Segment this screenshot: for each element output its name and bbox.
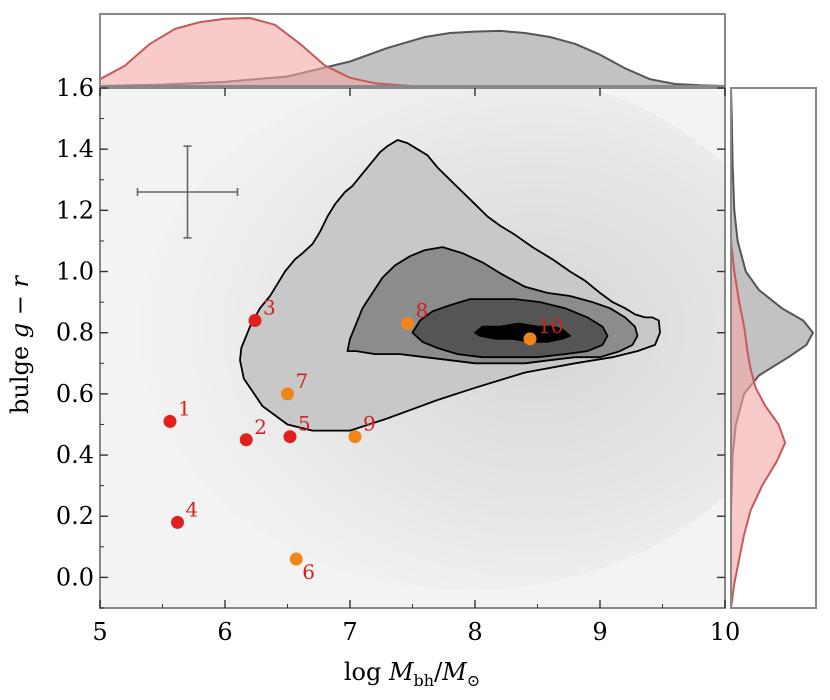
x-tick-label: 7 bbox=[342, 618, 357, 646]
data-point-4 bbox=[171, 515, 184, 529]
data-point-label-3: 3 bbox=[263, 295, 276, 319]
data-point-label-1: 1 bbox=[178, 396, 191, 420]
data-point-label-2: 2 bbox=[254, 415, 267, 439]
right-kde-red bbox=[731, 239, 787, 608]
y-tick-label: 1.0 bbox=[56, 258, 94, 286]
contour-core bbox=[474, 322, 571, 343]
data-point-label-9: 9 bbox=[363, 412, 376, 436]
x-tick-label: 10 bbox=[710, 618, 741, 646]
y-tick-label: 1.4 bbox=[56, 135, 94, 163]
data-point-label-8: 8 bbox=[416, 299, 429, 323]
y-tick-label: 1.6 bbox=[56, 74, 94, 102]
y-tick-label: 0.2 bbox=[56, 502, 94, 530]
data-point-label-4: 4 bbox=[186, 497, 199, 521]
data-point-8 bbox=[401, 317, 414, 331]
x-tick-label: 6 bbox=[217, 618, 232, 646]
y-tick-label: 0.8 bbox=[56, 319, 94, 347]
data-point-9 bbox=[348, 430, 362, 444]
y-axis-label: bulge g − r bbox=[6, 275, 34, 414]
data-point-5 bbox=[283, 430, 297, 444]
y-tick-label: 1.2 bbox=[56, 196, 94, 224]
y-tick-label: 0.4 bbox=[56, 441, 94, 469]
data-point-7 bbox=[281, 387, 294, 401]
data-point-6 bbox=[289, 552, 303, 566]
top-marginal-panel bbox=[99, 13, 726, 87]
data-point-3 bbox=[248, 313, 262, 327]
main-scatter-panel: 1 2 3 4 5 6 7 8 9 10 5 6 7 8 9 10 0.0 0.2 0.4 0.6 0.8 1.0 1.2… bbox=[56, 74, 741, 646]
x-tick-label: 9 bbox=[592, 618, 607, 646]
data-point-10 bbox=[523, 332, 537, 346]
x-axis-label: log Mbh/M⊙ bbox=[344, 658, 480, 690]
y-tick-label: 0.0 bbox=[56, 563, 94, 591]
data-point-1 bbox=[163, 414, 177, 428]
x-tick-label: 8 bbox=[467, 618, 482, 646]
data-point-2 bbox=[239, 433, 253, 447]
data-point-label-7: 7 bbox=[296, 369, 309, 393]
data-point-label-10: 10 bbox=[538, 314, 563, 338]
y-tick-label: 0.6 bbox=[56, 380, 94, 408]
right-marginal-panel bbox=[730, 87, 817, 609]
data-point-label-6: 6 bbox=[302, 560, 315, 584]
x-tick-label: 5 bbox=[92, 618, 107, 646]
data-point-label-5: 5 bbox=[298, 412, 311, 436]
top-kde-red bbox=[100, 17, 414, 86]
